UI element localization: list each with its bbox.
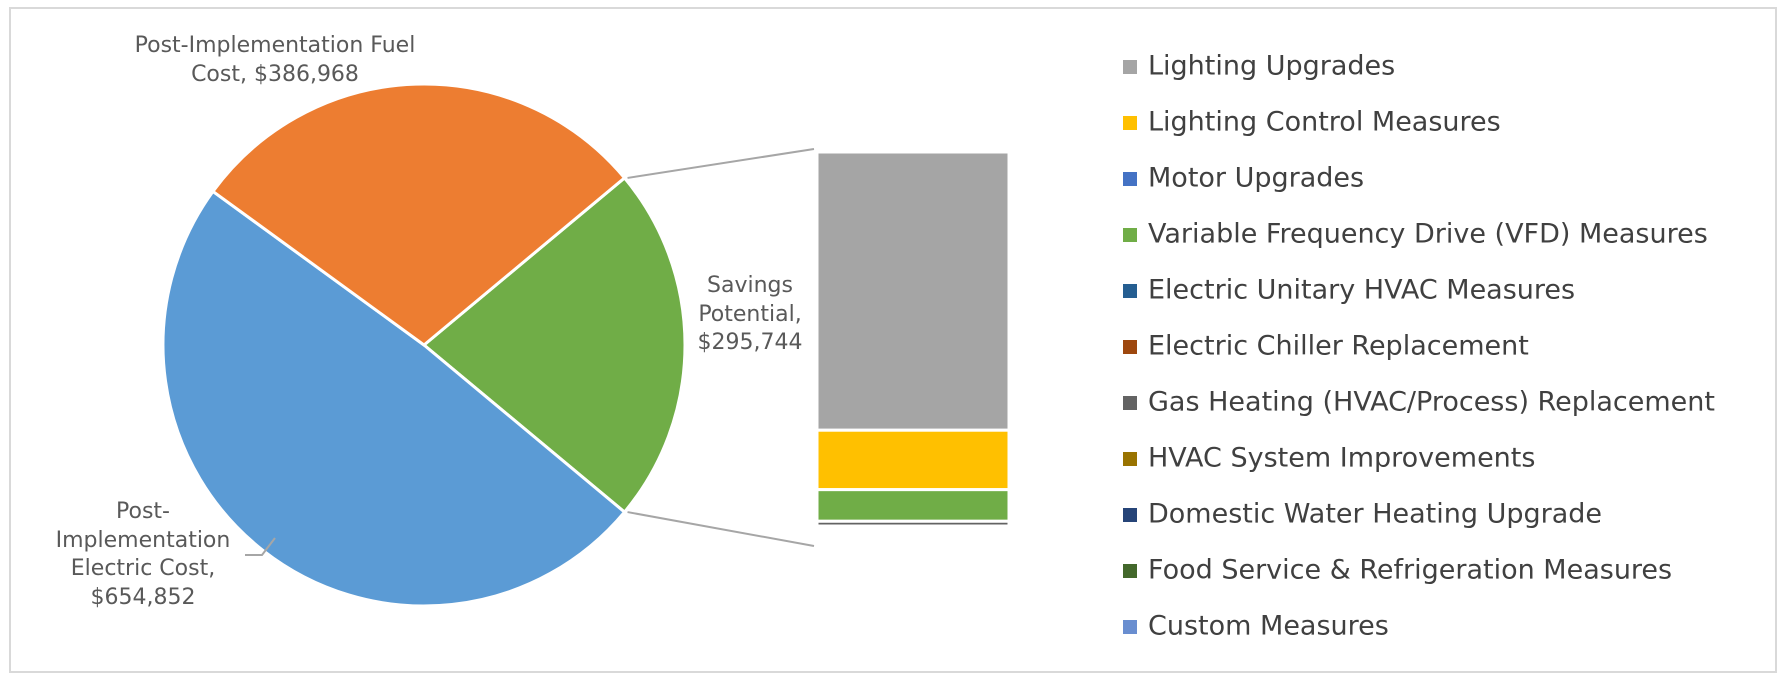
- legend-swatch: [1123, 508, 1137, 522]
- legend-label: HVAC System Improvements: [1148, 443, 1535, 474]
- legend-label: Electric Chiller Replacement: [1148, 331, 1529, 362]
- legend-swatch: [1123, 60, 1137, 74]
- legend-label: Lighting Upgrades: [1148, 51, 1395, 82]
- data-label-box: Post-Implementation Electric Cost, $654,…: [55, 499, 231, 610]
- legend-label: Lighting Control Measures: [1148, 107, 1501, 138]
- pie-slice: [161, 189, 627, 608]
- legend-swatch: [1123, 172, 1137, 186]
- legend-label: Electric Unitary HVAC Measures: [1148, 275, 1575, 306]
- legend-swatch: [1123, 116, 1137, 130]
- connector-line: [627, 148, 815, 179]
- data-label: Post-Implementation Electric Cost, $654,…: [55, 499, 231, 610]
- bar-segment: [815, 150, 1011, 432]
- legend-label: Custom Measures: [1148, 611, 1389, 642]
- legend-label: Domestic Water Heating Upgrade: [1148, 499, 1602, 530]
- legend-label: Food Service & Refrigeration Measures: [1148, 555, 1672, 586]
- legend-swatch: [1123, 228, 1137, 242]
- pie-slice: [421, 175, 687, 515]
- bar-segment: [815, 428, 1011, 492]
- legend-label: Variable Frequency Drive (VFD) Measures: [1148, 219, 1708, 250]
- legend-swatch: [1123, 452, 1137, 466]
- pie-slice: [210, 82, 627, 347]
- data-label-box: Savings Potential, $295,744: [697, 273, 803, 356]
- data-label-box: Post-Implementation Fuel Cost, $386,968: [134, 33, 416, 87]
- legend-label: Motor Upgrades: [1148, 163, 1364, 194]
- legend-swatch: [1123, 284, 1137, 298]
- legend-swatch: [1123, 564, 1137, 578]
- legend-swatch: [1123, 620, 1137, 634]
- legend-swatch: [1123, 340, 1137, 354]
- connector-line: [627, 511, 815, 547]
- data-label: Post-Implementation Fuel Cost, $386,968: [134, 33, 416, 87]
- legend-swatch: [1123, 396, 1137, 410]
- data-label: Savings Potential, $295,744: [697, 273, 803, 356]
- leader-line: [245, 537, 276, 556]
- bar-segment: [815, 519, 1011, 528]
- legend-label: Gas Heating (HVAC/Process) Replacement: [1148, 387, 1715, 418]
- bar-segment: [815, 488, 1011, 523]
